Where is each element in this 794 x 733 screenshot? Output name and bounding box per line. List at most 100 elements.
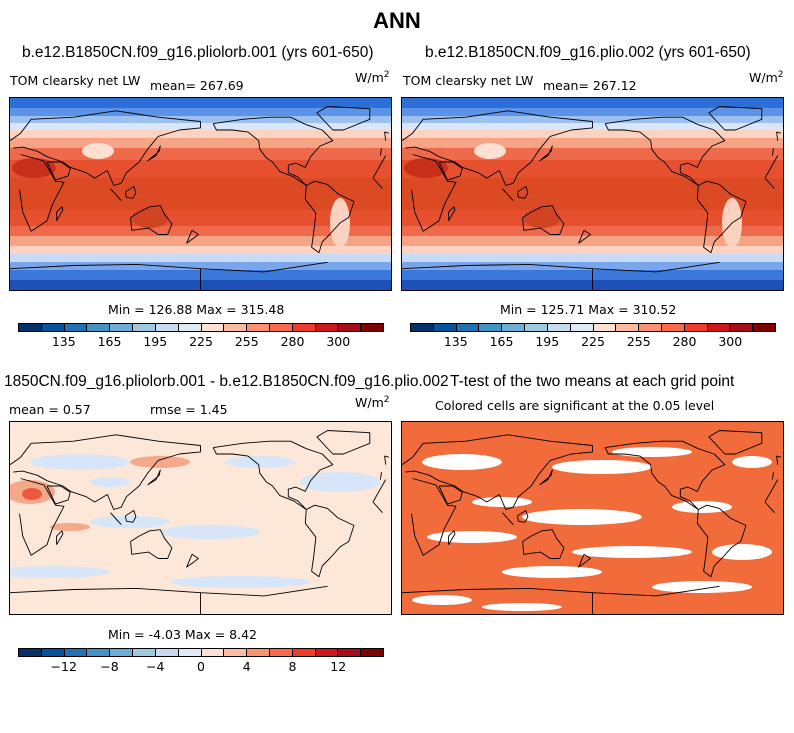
field-band [10,138,391,148]
field-patch [572,546,692,558]
field-patch [652,581,752,593]
panel2-colorbar-swatch [616,324,640,331]
panel4-map-svg [402,422,783,614]
panel1-map-coastline [130,205,173,235]
panel1-colorbar-tick-label: 195 [143,334,168,349]
panel2-map-coastline [708,106,763,131]
panel2-map-coastline [604,116,726,186]
panel2-colorbar-swatch [684,324,708,331]
panel3-map-coastline [130,529,173,559]
panel2-colorbar-swatch [433,324,457,331]
panel3-colorbar-tick-label: 12 [330,659,347,674]
panel3-colorbar-swatch [19,649,42,656]
panel1-map-coastline [212,116,334,186]
panel3-colorbar-swatch [224,649,248,656]
field-patch [10,566,110,578]
panel2-colorbar-swatch [707,324,731,331]
panel1-units: W/m2 [355,70,390,86]
panel1-mean: mean= 267.69 [150,78,244,93]
panel2-map-coastline [502,188,514,201]
panel4-map-coastline [696,504,747,578]
panel2-map-coastline [522,205,565,235]
panel3-colorbar-tick-label: 4 [242,659,251,674]
panel1-colorbar-swatch [247,324,270,331]
panel1-colorbar-swatch [338,324,362,331]
panel2-colorbar-swatch [661,324,685,331]
panel1-colorbar-tick-label: 225 [189,334,213,349]
field-patch [30,454,130,470]
panel4-map-coastline [578,553,591,568]
panel4-map-coastline [522,529,565,559]
field-band [10,108,391,116]
panel2-map-coastline [696,180,747,254]
panel3-colorbar-swatch [269,649,293,656]
panel2-colorbar-swatch [730,324,754,331]
panel2-colorbar-swatch [479,324,503,331]
panel4-map-coastline [502,512,514,525]
field-patch [502,566,602,578]
panel2-map-coastline [438,161,463,181]
panel2-colorbar-tick-label: 300 [718,334,743,349]
panel1-map-coastline [147,145,161,162]
panel4-map-coastline [776,455,782,465]
field-patch [672,501,732,513]
panel2-variable: TOM clearsky net LW [403,73,534,88]
field-band [10,262,391,270]
field-patch [474,143,506,159]
field-band [10,148,391,160]
panel1-colorbar-swatch [87,324,111,331]
field-patch [170,576,310,588]
field-band [402,236,783,246]
panel3-colorbar-swatch [133,649,156,656]
field-band [402,210,783,226]
panel3-colorbar-swatch [178,649,202,656]
panel1-colorbar-swatch [110,324,134,331]
panel1-map-coastline [56,206,64,221]
field-patch [552,460,652,474]
panel1-colorbar-tick-label: 300 [326,334,351,349]
field-patch [82,143,114,159]
panel2-map-coastline [402,261,720,290]
panel3-map-coastline [147,469,161,486]
panel3-colorbar-swatch [361,649,383,656]
panel2-map-coastline [776,131,782,141]
panel3-rmse: rmse = 1.45 [150,402,228,417]
figure-title: ANN [373,8,421,33]
panel3-colorbar-swatch [201,649,225,656]
panel1-map-coastline [10,261,328,290]
panel3-mean: mean = 0.57 [9,402,91,417]
field-band [10,116,391,123]
panel3-colorbar-swatch [338,649,362,656]
field-patch [427,531,517,543]
panel2-colorbar-swatch [547,324,571,331]
panel3-colorbar-swatch [64,649,88,656]
panel3-map-coastline [186,553,199,568]
panel1-colorbar-swatch [155,324,179,331]
field-band [10,98,391,108]
panel2-colorbar-swatch [570,324,594,331]
panel3-colorbar-tick-label: −8 [100,659,119,674]
panel3-map-coastline [124,510,137,523]
panel2-map-coastline [578,229,591,244]
field-band [402,108,783,116]
panel1-colorbar [18,323,384,332]
field-band [10,130,391,138]
panel1-colorbar-tick-label: 135 [51,334,76,349]
panel3-map-coastline [384,455,390,465]
field-band [10,178,391,210]
panel2-colorbar-swatch [411,324,434,331]
panel1-minmax: Min = 126.88 Max = 315.48 [108,302,285,317]
panel3-map-coastline [304,504,355,578]
panel1-colorbar-swatch [292,324,316,331]
panel4-map [401,421,784,615]
panel1-colorbar-ticks: 135 165 195 225 255 280 300 [18,334,384,350]
field-band [402,254,783,262]
panel4-map-coastline [402,585,720,614]
panel1-colorbar-swatch [269,324,293,331]
panel4-map-coastline [604,440,726,510]
field-band [402,148,783,160]
panel3-colorbar-tick-label: 8 [288,659,297,674]
panel1-colorbar-swatch [315,324,339,331]
panel3-map-coastline [110,512,122,525]
panel1-colorbar-swatch [201,324,225,331]
